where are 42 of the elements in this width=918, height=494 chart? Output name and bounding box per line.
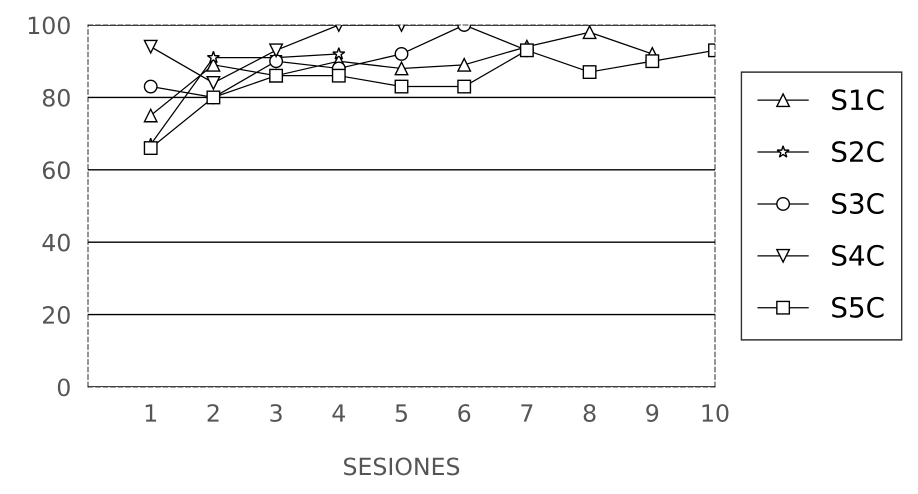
point (206, 76, 220, 90)
point (144, 108, 158, 122)
point (206, 90, 220, 104)
x-tick-label: 9 (646, 404, 658, 422)
point (332, 47, 346, 60)
y-tick-label: 40 (42, 234, 70, 252)
x-tick-label: 6 (458, 404, 470, 422)
x-tick-label: 10 (702, 404, 728, 422)
point (520, 43, 534, 58)
x-tick-label: 7 (521, 404, 532, 422)
point (582, 65, 597, 80)
point (206, 50, 220, 64)
x-axis-title: SESIONES (344, 457, 460, 476)
y-tick-label: 60 (42, 161, 70, 180)
legend-label: S1C (832, 89, 884, 110)
legend-label: S5C (832, 296, 884, 318)
y-tick-label: 20 (43, 306, 70, 324)
x-tick-label: 4 (332, 404, 345, 422)
point (332, 68, 346, 83)
x-tick-label: 5 (396, 404, 407, 422)
point (269, 54, 284, 68)
point (394, 80, 408, 94)
point (457, 80, 472, 94)
legend-label: S2C (832, 141, 884, 162)
y-tick-label: 0 (58, 378, 70, 396)
point (394, 61, 408, 76)
legend-label: S4C (832, 244, 884, 266)
x-tick-label: 2 (208, 404, 219, 422)
point (582, 25, 597, 40)
y-tick-label: 80 (42, 88, 70, 107)
x-tick-label: 1 (146, 404, 156, 422)
point (144, 141, 158, 156)
legend-label: S3C (832, 193, 884, 214)
x-tick-label: 8 (584, 404, 596, 422)
point (144, 80, 158, 94)
point (457, 58, 472, 72)
point (394, 47, 408, 61)
point (645, 54, 660, 68)
point (269, 43, 284, 58)
x-tick-label: 3 (270, 404, 282, 422)
point (144, 40, 158, 54)
y-tick-label: 100 (28, 16, 70, 34)
